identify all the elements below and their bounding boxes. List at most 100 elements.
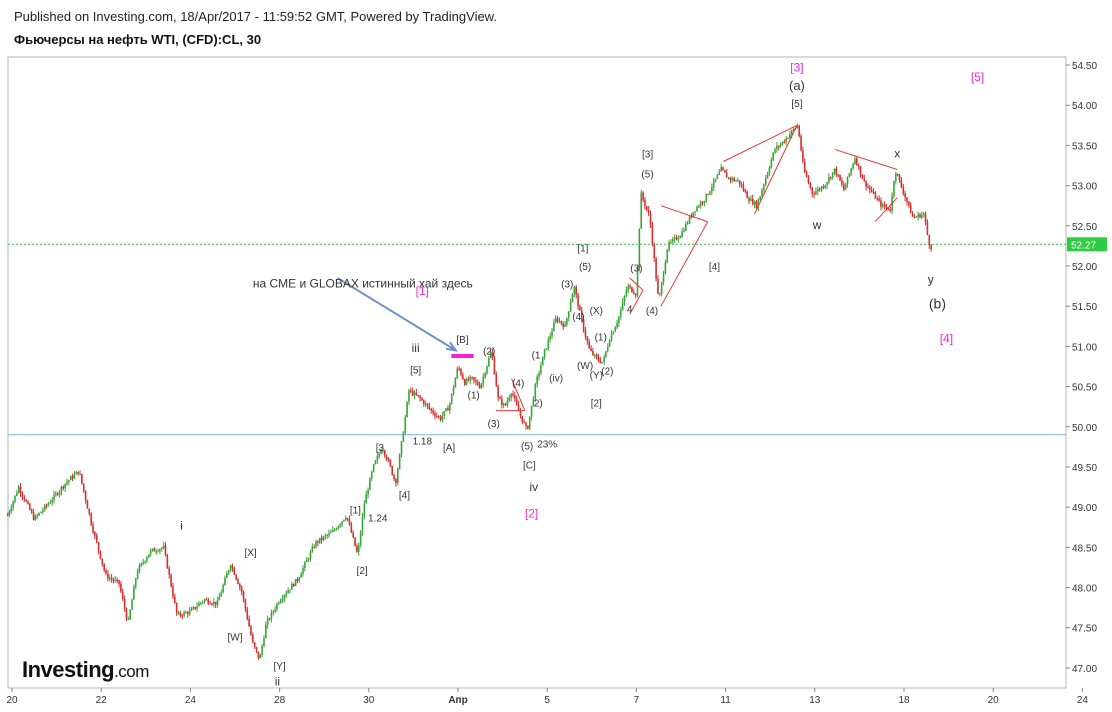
candle-body <box>257 651 260 659</box>
candle-body <box>380 451 382 454</box>
candle-body <box>172 586 174 597</box>
x-tick-label: 24 <box>1077 695 1089 706</box>
candle-body <box>590 348 592 351</box>
candle-body <box>471 376 473 378</box>
candle-body <box>432 410 434 414</box>
candle-body <box>805 172 808 178</box>
candle-body <box>454 378 457 388</box>
wave-label: [3] <box>642 149 653 160</box>
candle-body <box>445 408 447 412</box>
candle-body <box>746 192 748 199</box>
candle-body <box>203 599 206 602</box>
candle-body <box>81 474 83 484</box>
candle-body <box>761 189 763 197</box>
candle-body <box>231 565 234 568</box>
candle-body <box>835 168 838 175</box>
candle-body <box>839 175 841 181</box>
candle-body <box>753 201 756 205</box>
trendline <box>834 148 898 171</box>
candle-body <box>878 198 880 201</box>
candle-body <box>216 600 219 605</box>
candle-body <box>162 545 165 548</box>
candle-body <box>105 570 107 574</box>
candle-body <box>411 390 414 396</box>
candle-body <box>831 172 834 178</box>
candle-body <box>43 505 46 510</box>
candle-body <box>900 180 903 188</box>
candle-body <box>211 603 213 605</box>
candle-body <box>452 387 455 394</box>
candle-body <box>480 383 483 388</box>
candle-body <box>679 236 682 239</box>
candle-body <box>179 612 182 616</box>
candle-body <box>252 635 254 643</box>
wave-label: 23% <box>537 440 557 451</box>
candle-body <box>616 323 618 328</box>
candle-body <box>121 591 124 600</box>
candle-body <box>248 618 250 627</box>
wave-label: (a) <box>789 78 805 93</box>
candle-body <box>36 515 39 517</box>
candle-body <box>876 198 879 200</box>
candle-body <box>653 244 656 259</box>
candle-body <box>242 591 245 600</box>
x-tick-label: 13 <box>809 695 821 706</box>
candle-body <box>549 336 551 340</box>
candle-body <box>716 174 719 179</box>
candle-body <box>147 554 150 558</box>
candle-body <box>906 197 908 202</box>
candle-body <box>68 480 70 482</box>
candle-body <box>166 554 169 569</box>
investing-logo: Investing.com <box>22 657 149 683</box>
candle-body <box>10 507 13 512</box>
candle-body <box>186 612 189 615</box>
trendline <box>511 378 526 411</box>
candle-body <box>564 324 566 327</box>
candle-body <box>220 592 223 597</box>
candle-body <box>237 579 239 585</box>
candle-body <box>302 567 304 574</box>
candle-body <box>424 403 427 405</box>
candles <box>6 123 932 661</box>
candle-body <box>127 619 130 621</box>
candle-body <box>439 416 442 420</box>
candle-body <box>582 319 585 331</box>
candle-body <box>413 392 416 396</box>
candle-body <box>29 503 31 510</box>
candle-body <box>266 618 269 625</box>
candle-body <box>896 173 899 176</box>
candle-body <box>12 501 14 508</box>
candle-body <box>627 285 630 291</box>
candle-body <box>750 198 752 201</box>
candle-body <box>467 379 470 381</box>
candle-body <box>369 478 371 490</box>
wave-label: (X) <box>590 306 603 317</box>
candle-body <box>647 209 650 214</box>
candle-body <box>428 405 431 409</box>
candle-body <box>151 548 154 551</box>
wave-label: (1 <box>532 350 541 361</box>
candle-body <box>807 177 810 183</box>
candle-body <box>517 404 520 412</box>
candle-body <box>463 379 466 385</box>
candle-body <box>110 577 113 580</box>
candle-body <box>131 599 133 610</box>
candle-body <box>822 186 825 188</box>
candle-body <box>304 562 306 568</box>
candle-body <box>8 511 11 516</box>
candle-body <box>493 357 496 375</box>
candle-body <box>659 293 661 295</box>
candle-body <box>705 194 708 201</box>
candle-body <box>928 234 931 246</box>
trendline <box>874 197 898 223</box>
candle-body <box>566 318 568 325</box>
candle-body <box>181 615 184 617</box>
y-tick-label: 53.00 <box>1072 182 1097 193</box>
candle-body <box>276 603 278 610</box>
candle-body <box>462 374 464 380</box>
candle-body <box>86 500 89 509</box>
x-tick-label: 20 <box>6 695 18 706</box>
candle-body <box>246 609 249 619</box>
wave-label: [3 <box>376 443 385 454</box>
